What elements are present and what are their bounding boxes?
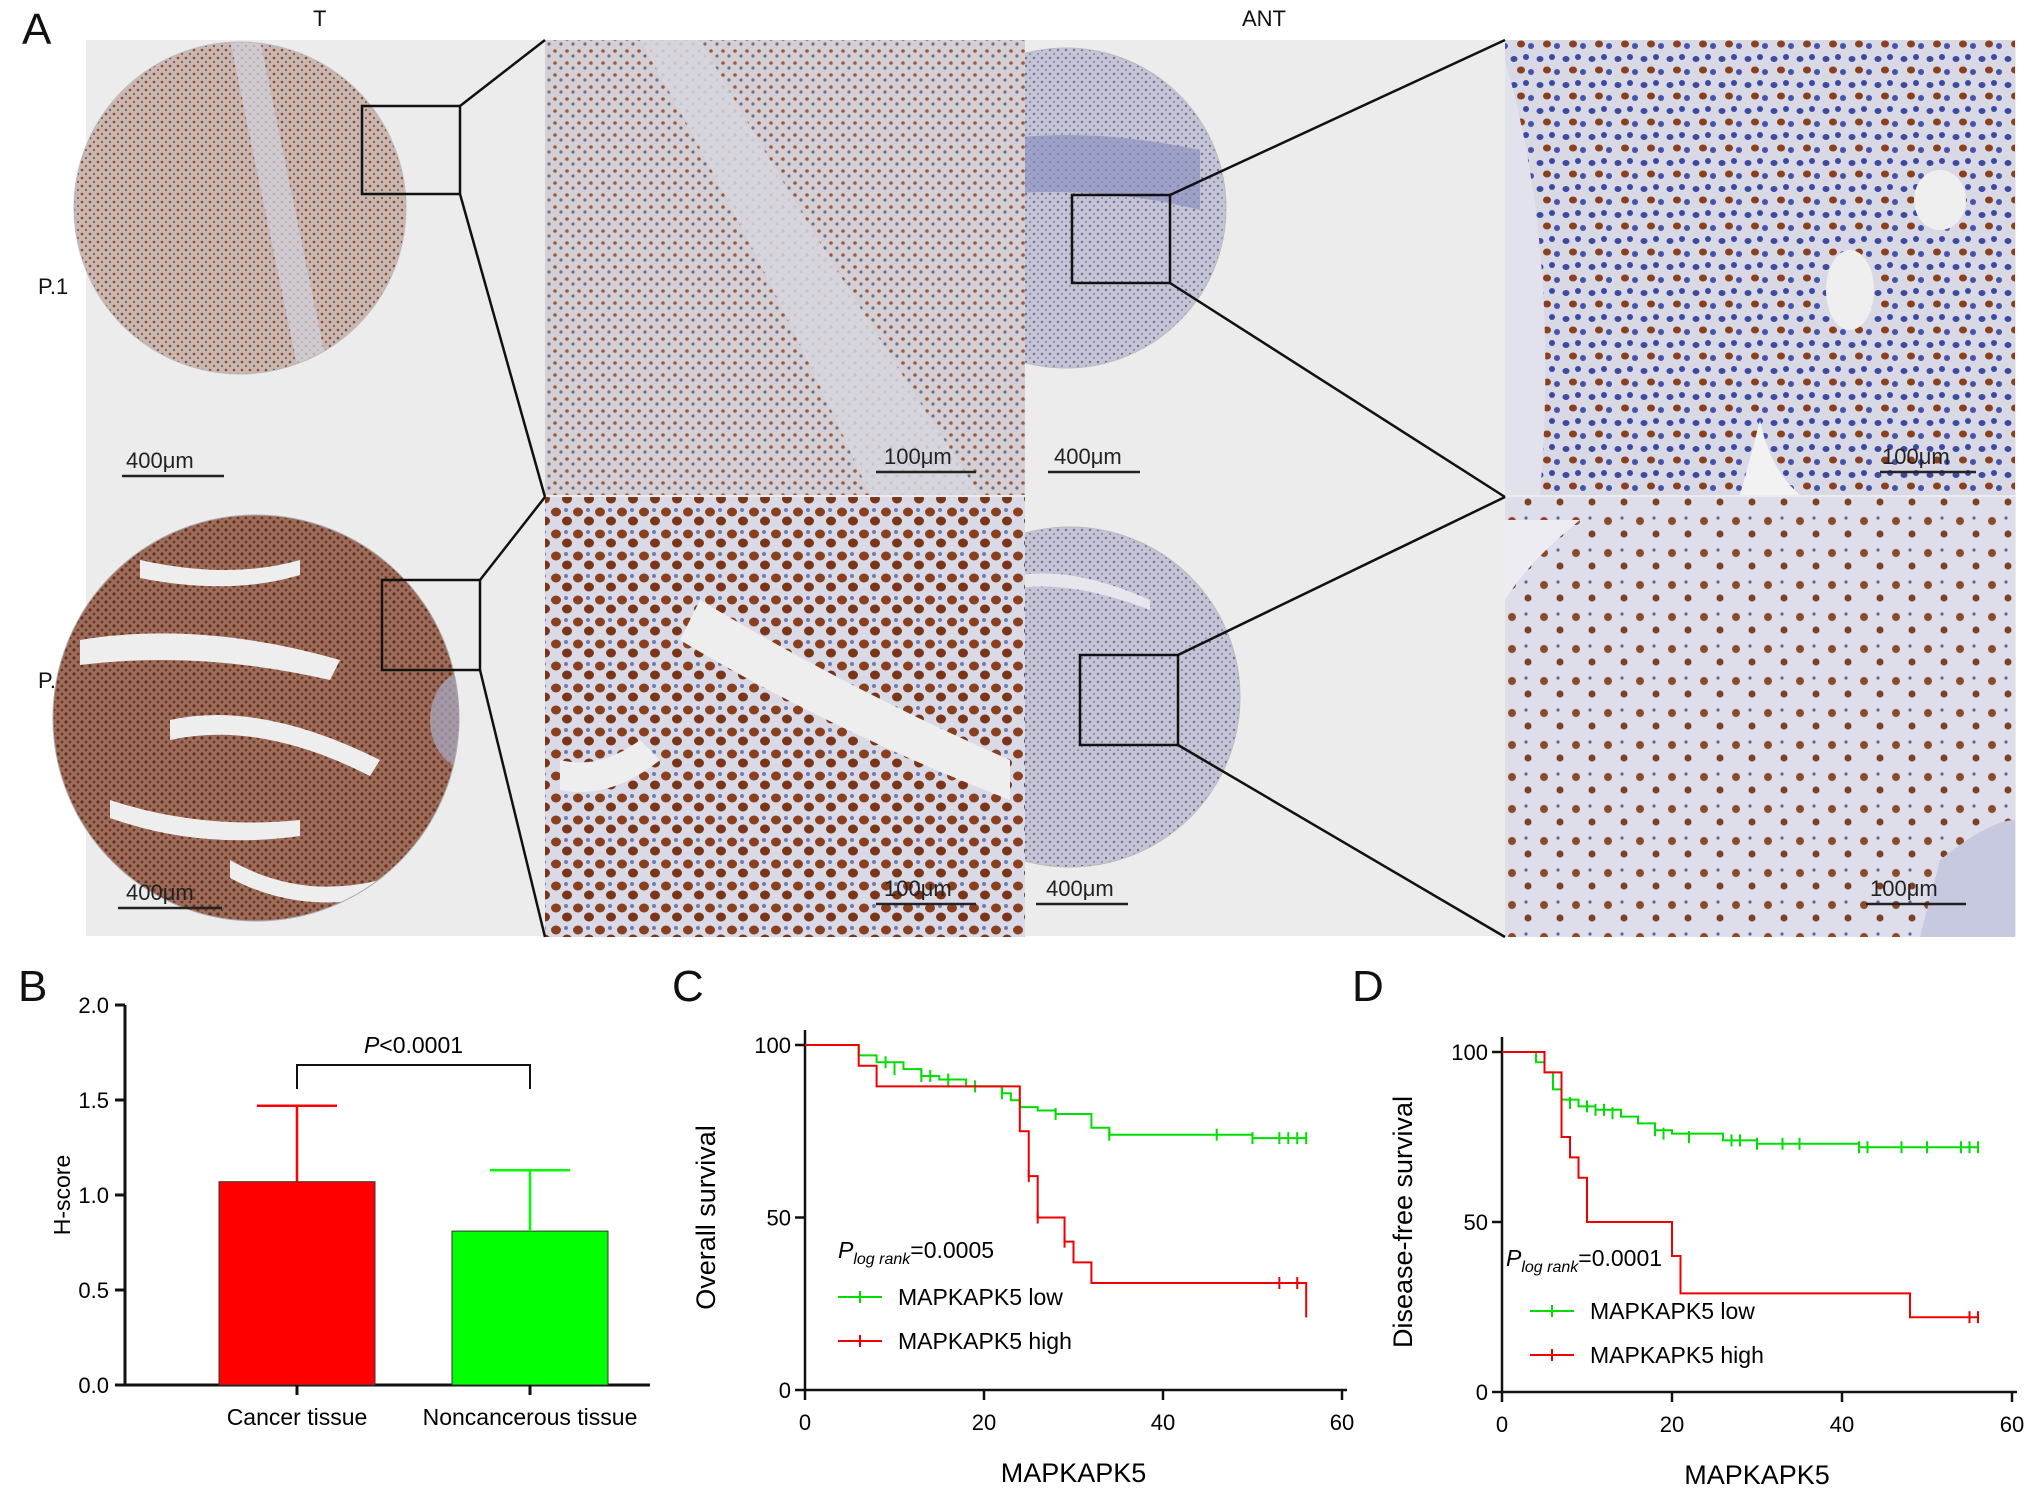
legend-label: MAPKAPK5 low: [898, 1284, 1063, 1310]
scale-label-zoom-p2-tumor: 100μm: [884, 876, 952, 901]
x-axis-label: MAPKAPK5: [1684, 1460, 1830, 1488]
panel-letter-a: A: [22, 5, 52, 54]
x-tick-label: Cancer tissue: [227, 1404, 368, 1430]
scale-bars: [118, 470, 1976, 910]
x-tick-label: 0: [1496, 1412, 1508, 1437]
zoom-connector-lines: [458, 38, 1506, 939]
x-tick-label: 20: [972, 1410, 996, 1435]
panel-letter-d: D: [1352, 962, 1384, 1011]
legend-label: MAPKAPK5 low: [1590, 1298, 1755, 1324]
scale-label-zoom-p1-adjacent-normal: 100μm: [1882, 444, 1950, 469]
survival-curve-high: [805, 1044, 1308, 1318]
x-tick-label: 20: [1660, 1412, 1684, 1437]
zoom-p2-adjacent-normal: [1505, 497, 2015, 937]
y-tick-label: 0: [779, 1378, 791, 1403]
y-tick-label: 100: [754, 1033, 791, 1058]
survival-curve-high: [1502, 1051, 1978, 1319]
y-axis-label: H-score: [49, 1155, 75, 1236]
scale-label-zoom-p2-adjacent-normal: 100μm: [1870, 876, 1938, 901]
x-tick-label: 40: [1151, 1410, 1175, 1435]
y-axis-label: Disease-free survival: [1388, 1096, 1418, 1348]
p-value-annotation: Plog rank=0.0005: [838, 1237, 994, 1268]
scale-label-p2-adjacent-normal: 400μm: [1046, 876, 1114, 901]
bar: [218, 1181, 376, 1386]
core-p1-tumor: [74, 42, 406, 374]
y-tick-label: 1.5: [78, 1088, 109, 1113]
x-tick-label: 60: [2000, 1412, 2024, 1437]
significance-bracket: [296, 1064, 531, 1089]
y-tick-label: 2.0: [78, 993, 109, 1018]
inset-box-p1-adjacent-normal: [1070, 193, 1172, 285]
row-label-patient-1: P.1: [38, 274, 69, 299]
scale-label-p1-tumor: 400μm: [126, 448, 194, 473]
legend-label: MAPKAPK5 high: [1590, 1342, 1764, 1368]
column-label-adjacent-normal: ANT: [1242, 6, 1286, 31]
bar: [451, 1230, 609, 1386]
survival-curve-low: [1502, 1051, 1978, 1149]
scale-label-p1-adjacent-normal: 400μm: [1054, 444, 1122, 469]
p-value-annotation: P<0.0001: [364, 1032, 463, 1058]
x-tick-label: Noncancerous tissue: [423, 1404, 638, 1430]
x-tick-label: 40: [1830, 1412, 1854, 1437]
inset-box-p2-adjacent-normal: [1078, 653, 1180, 747]
x-tick-label: 60: [1330, 1410, 1354, 1435]
legend-label: MAPKAPK5 high: [898, 1328, 1072, 1354]
p-value-annotation: Plog rank=0.0001: [1506, 1245, 1662, 1276]
y-tick-label: 50: [1464, 1210, 1488, 1235]
y-tick-label: 0.0: [78, 1373, 109, 1398]
core-p2-tumor: [53, 515, 459, 921]
x-axis-label: MAPKAPK5: [1001, 1458, 1147, 1488]
y-tick-label: 0.5: [78, 1278, 109, 1303]
y-tick-label: 0: [1476, 1380, 1488, 1405]
y-tick-label: 50: [767, 1206, 791, 1231]
zoom-p1-tumor: [545, 40, 1025, 495]
inset-box-p1-tumor: [360, 104, 462, 196]
y-tick-label: 1.0: [78, 1183, 109, 1208]
panel-letter-c: C: [672, 962, 704, 1011]
scale-label-p2-tumor: 400μm: [126, 880, 194, 905]
inset-box-p2-tumor: [380, 578, 482, 672]
panel-letter-b: B: [18, 962, 48, 1011]
x-tick-label: 0: [799, 1410, 811, 1435]
column-label-tumor: T: [313, 6, 327, 31]
scale-label-zoom-p1-tumor: 100μm: [884, 444, 952, 469]
zoom-p2-tumor: [545, 497, 1025, 937]
y-axis-label: Overall survival: [691, 1125, 721, 1310]
zoom-p1-adjacent-normal: [1505, 40, 2015, 495]
y-tick-label: 100: [1451, 1040, 1488, 1065]
